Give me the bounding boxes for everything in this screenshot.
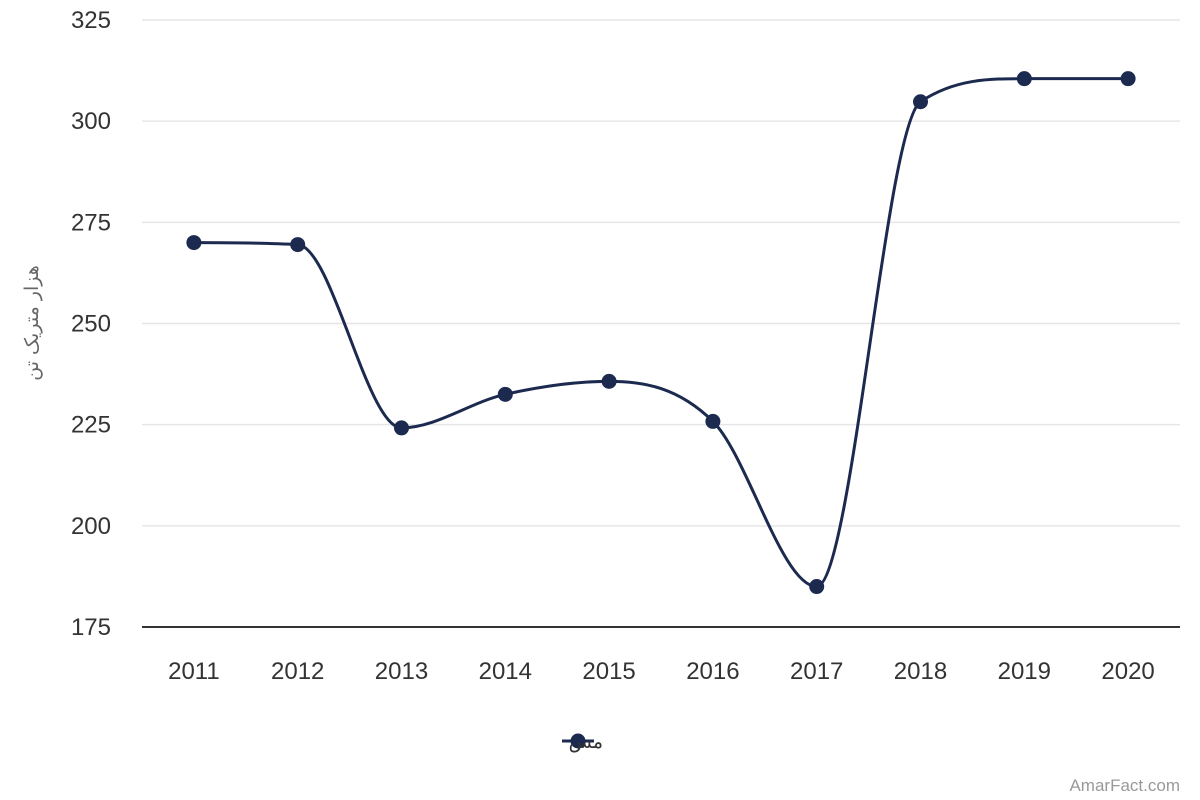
data-point-2018[interactable] bbox=[913, 94, 928, 110]
series-points bbox=[186, 71, 1136, 595]
data-point-2016[interactable] bbox=[705, 413, 721, 429]
x-tick-label: 2012 bbox=[271, 658, 324, 685]
data-point-2014[interactable] bbox=[497, 386, 513, 402]
data-point-2017[interactable] bbox=[809, 579, 825, 595]
x-tick-label: 2011 bbox=[168, 658, 220, 685]
legend[interactable]: مس bbox=[562, 731, 603, 753]
x-tick-label: 2016 bbox=[686, 658, 739, 685]
y-axis-tick-labels: 175 200 225 250 275 300 325 bbox=[71, 7, 111, 641]
grid-lines bbox=[142, 19, 1180, 527]
data-point-2011[interactable] bbox=[186, 235, 202, 251]
y-tick-label: 175 bbox=[71, 614, 111, 641]
x-tick-label: 2015 bbox=[582, 658, 635, 685]
x-tick-label: 2013 bbox=[375, 658, 428, 685]
data-point-2013[interactable] bbox=[394, 420, 409, 436]
legend-label: مس bbox=[569, 731, 603, 753]
data-point-2015[interactable] bbox=[601, 373, 617, 389]
x-axis-tick-labels: 2011 2012 2013 2014 2015 2016 2017 2018 2019 2020 bbox=[168, 658, 1155, 685]
data-point-2019[interactable] bbox=[1016, 71, 1032, 87]
x-tick-label: 2020 bbox=[1101, 658, 1154, 685]
x-tick-label: 2019 bbox=[998, 658, 1051, 685]
y-tick-label: 225 bbox=[71, 412, 111, 439]
y-axis-title: هزار متریک تن bbox=[21, 265, 43, 380]
legend-marker-symbol bbox=[570, 733, 586, 749]
y-tick-label: 300 bbox=[71, 108, 111, 135]
x-tick-label: 2014 bbox=[479, 658, 532, 685]
data-point-2012[interactable] bbox=[290, 237, 306, 253]
y-tick-label: 325 bbox=[71, 7, 111, 34]
data-point-2020[interactable] bbox=[1120, 71, 1136, 87]
series-line bbox=[193, 77, 1129, 589]
x-tick-label: 2018 bbox=[894, 658, 947, 685]
y-tick-label: 250 bbox=[71, 311, 111, 338]
y-tick-label: 275 bbox=[71, 209, 111, 236]
x-tick-label: 2017 bbox=[790, 658, 843, 685]
credit-text[interactable]: AmarFact.com bbox=[1069, 776, 1180, 795]
y-tick-label: 200 bbox=[71, 513, 111, 540]
